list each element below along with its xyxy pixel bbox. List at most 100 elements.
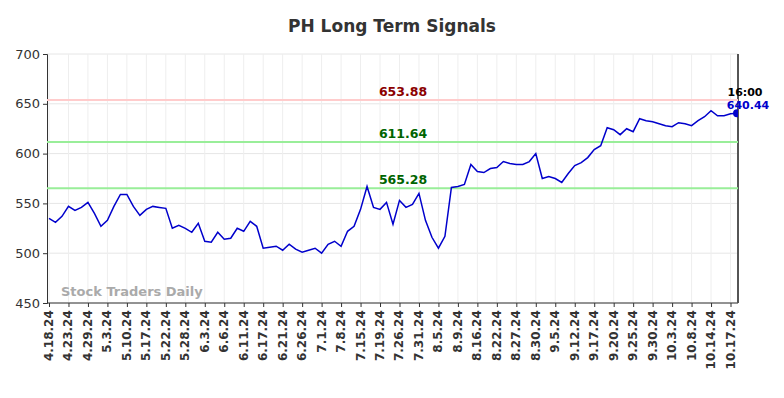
grid-line-x (87, 54, 88, 303)
x-tick: 7.31.24 (412, 303, 426, 361)
x-tick: 10.17.24 (724, 303, 738, 369)
x-tick-label: 8.9.24 (451, 310, 465, 353)
title: PH Long Term Signals (288, 16, 496, 36)
plot-area (49, 109, 738, 253)
x-tick-mark (633, 303, 634, 307)
x-tick-label: 7.15.24 (354, 310, 368, 361)
reference-label: 653.88 (379, 84, 427, 99)
x-tick-mark (263, 303, 264, 307)
x-tick-label: 5.3.24 (100, 310, 114, 353)
grid-line-x (107, 54, 108, 303)
reference-line (47, 187, 738, 189)
x-tick: 5.22.24 (159, 303, 173, 361)
x-tick-mark (107, 303, 108, 307)
x-tick-label: 9.20.24 (607, 310, 621, 361)
x-tick-label: 8.16.24 (470, 310, 484, 361)
x-tick-mark (166, 303, 167, 307)
x-tick-mark (341, 303, 342, 307)
x-tick: 5.10.24 (120, 303, 134, 361)
x-axis-line (47, 303, 738, 304)
x-tick-label: 9.25.24 (626, 310, 640, 361)
grid-line-x (691, 54, 692, 303)
grid-line-x (146, 54, 147, 303)
y-tick: 450 (15, 296, 47, 311)
grid-line-x (302, 54, 303, 303)
grid-line (47, 253, 738, 254)
x-tick: 8.16.24 (470, 303, 484, 361)
x-tick-label: 9.5.24 (548, 310, 562, 353)
x-tick: 8.27.24 (509, 303, 523, 361)
grid-line-x (243, 54, 244, 303)
x-tick: 6.6.24 (217, 303, 231, 353)
x-tick-label: 4.23.24 (61, 310, 75, 361)
x-tick-label: 5.22.24 (159, 310, 173, 361)
x-tick-mark (555, 303, 556, 307)
x-tick-mark (536, 303, 537, 307)
x-tick-label: 9.12.24 (568, 310, 582, 361)
grid-line-x (535, 54, 536, 303)
x-tick-label: 4.18.24 (42, 310, 56, 361)
grid-line-x (360, 54, 361, 303)
x-tick-mark (399, 303, 400, 307)
x-tick-mark (302, 303, 303, 307)
x-tick-label: 9.30.24 (646, 310, 660, 361)
x-axis: 4.18.244.23.244.29.245.3.245.10.245.17.2… (42, 303, 738, 369)
x-tick: 8.9.24 (451, 303, 465, 353)
grid-line-x (341, 54, 342, 303)
y-tick-label: 700 (15, 47, 40, 62)
x-tick-mark (68, 303, 69, 307)
x-tick-mark (361, 303, 362, 307)
x-tick: 9.12.24 (568, 303, 582, 361)
y-tick: 500 (15, 246, 47, 261)
reference-label: 611.64 (379, 126, 428, 141)
x-tick-mark (614, 303, 615, 307)
y-tick: 650 (15, 96, 47, 111)
x-tick-label: 7.1.24 (315, 310, 329, 353)
x-tick-mark (49, 303, 50, 307)
x-tick-label: 7.8.24 (334, 310, 348, 353)
grid-line-x (516, 54, 517, 303)
grid-line-x (457, 54, 458, 303)
y-tick-mark (43, 154, 47, 155)
x-tick-mark (711, 303, 712, 307)
x-tick: 5.3.24 (100, 303, 114, 353)
x-tick-label: 6.26.24 (295, 310, 309, 361)
grid-line-x (652, 54, 653, 303)
x-tick: 9.30.24 (646, 303, 660, 361)
x-tick: 9.17.24 (587, 303, 601, 361)
reference-line (47, 99, 738, 101)
x-tick: 10.14.24 (704, 303, 718, 369)
x-tick-label: 10.14.24 (704, 310, 718, 369)
y-tick-label: 450 (15, 296, 40, 311)
x-tick-mark (322, 303, 323, 307)
x-tick-mark (497, 303, 498, 307)
time-label: 16:00 (727, 86, 762, 99)
grid-line-x (574, 54, 575, 303)
x-tick: 8.30.24 (529, 303, 543, 361)
y-tick-mark (43, 203, 47, 204)
x-tick-mark (438, 303, 439, 307)
x-tick: 9.20.24 (607, 303, 621, 361)
y-tick: 550 (15, 196, 47, 211)
x-tick-mark (653, 303, 654, 307)
y-tick-label: 500 (15, 246, 40, 261)
x-tick: 7.19.24 (373, 303, 387, 361)
grid-line-x (68, 54, 69, 303)
grid-line-x (321, 54, 322, 303)
grid-line-x (165, 54, 166, 303)
grid-line-x (204, 54, 205, 303)
x-tick-label: 5.28.24 (178, 310, 192, 361)
grid-line-x (613, 54, 614, 303)
grid-line-x (185, 54, 186, 303)
x-tick: 4.23.24 (61, 303, 75, 361)
x-tick-label: 6.6.24 (217, 310, 231, 353)
grid-line-x (126, 54, 127, 303)
x-tick: 7.8.24 (334, 303, 348, 353)
y-tick-label: 600 (15, 146, 40, 161)
grid-line (47, 103, 738, 104)
x-tick-label: 6.21.24 (276, 310, 290, 361)
x-tick-label: 8.22.24 (490, 310, 504, 361)
x-tick-mark (458, 303, 459, 307)
x-tick-mark (283, 303, 284, 307)
grid-line-x (594, 54, 595, 303)
